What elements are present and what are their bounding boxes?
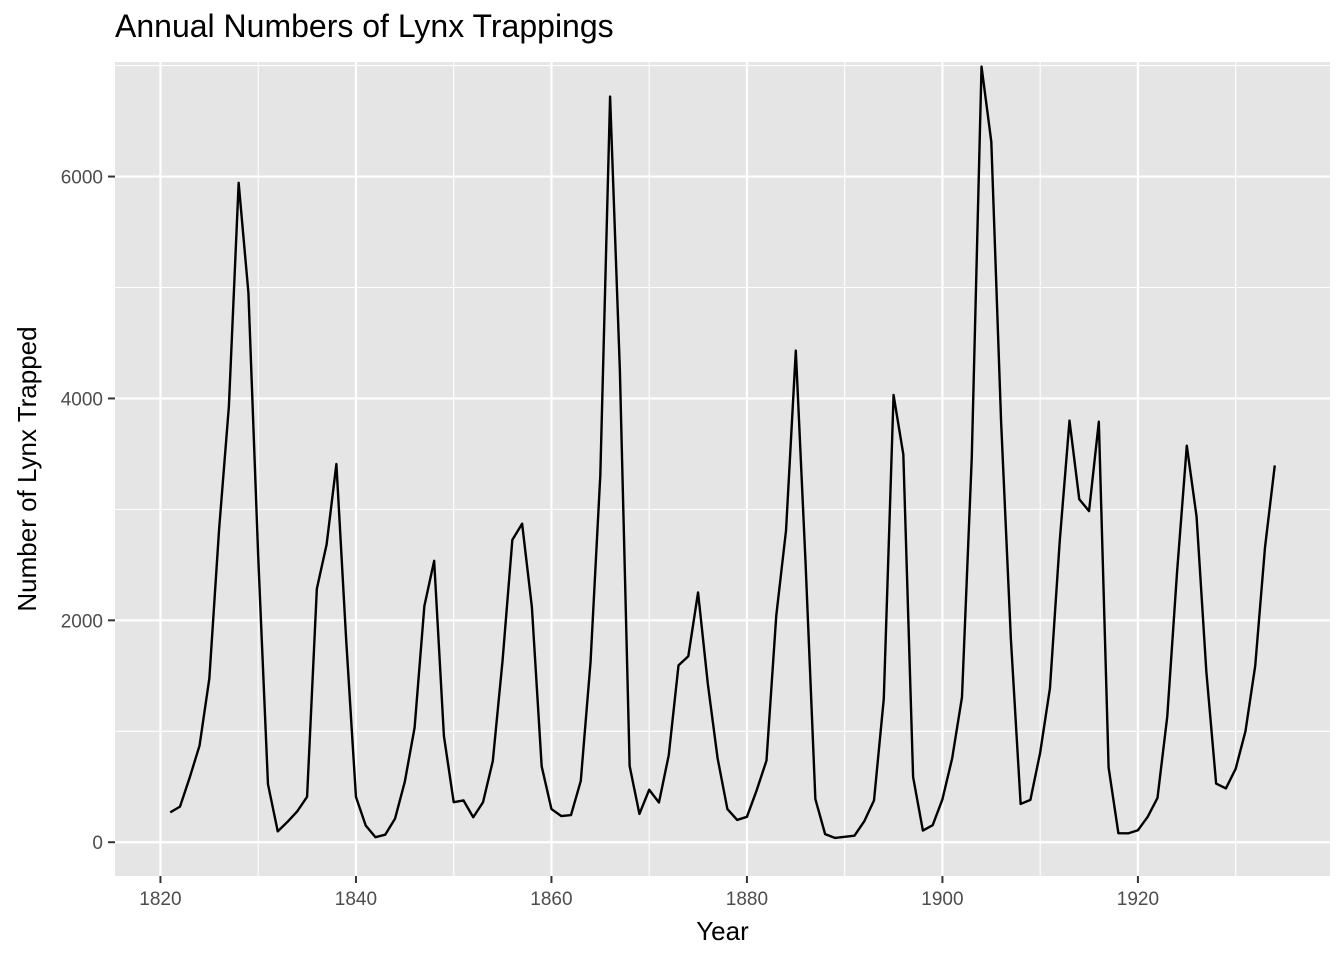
y-tick-label: 4000 (61, 389, 103, 410)
y-axis: 0 2000 4000 6000 (61, 168, 115, 854)
series-line (169, 65, 1276, 840)
x-tick-label: 1840 (335, 889, 377, 910)
x-tick-label: 1820 (139, 889, 181, 910)
minor-gridlines (115, 62, 1330, 876)
x-tick-label: 1920 (1117, 889, 1159, 910)
y-tick-label: 6000 (61, 168, 103, 189)
x-axis: 1820 1840 1860 1880 1900 1920 (139, 876, 1159, 910)
chart-title: Annual Numbers of Lynx Trappings (115, 8, 614, 44)
major-gridlines (115, 62, 1330, 876)
x-tick-label: 1880 (726, 889, 768, 910)
y-axis-title: Number of Lynx Trapped (12, 326, 42, 611)
y-tick-label: 0 (92, 833, 103, 854)
x-tick-label: 1860 (530, 889, 572, 910)
y-tick-label: 2000 (61, 611, 103, 632)
x-axis-title: Year (696, 916, 749, 946)
x-tick-label: 1900 (921, 889, 963, 910)
plot-panel (115, 62, 1330, 876)
